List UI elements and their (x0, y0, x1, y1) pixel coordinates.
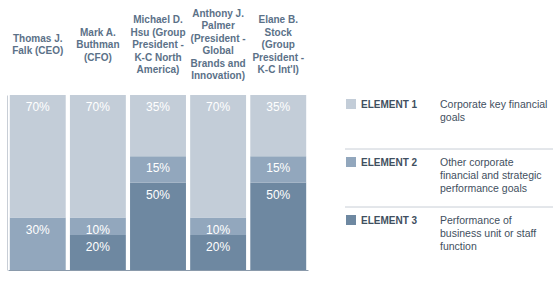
data-label: 10% (206, 223, 230, 237)
legend-description: Corporate key financialgoals (440, 98, 547, 123)
legend-separator (345, 149, 553, 150)
data-labels: 20% 50% 20% 50% 30% 10% 15% 10% 15% 70% 70% 35% 70% 3… (26, 100, 291, 254)
legend-label: ELEMENT 1 (361, 99, 418, 110)
data-label: 35% (146, 100, 170, 114)
data-label: 20% (86, 240, 110, 254)
legend-swatch (346, 215, 356, 225)
bar-segment (130, 183, 186, 271)
x-axis-line (9, 270, 309, 271)
bar-segment (250, 183, 306, 271)
y-axis-line (7, 96, 8, 271)
bar-segment (130, 95, 186, 156)
chart: 20% 50% 20% 50% 30% 10% 15% 10% 15% 70% 70% 35% 70% 3… (0, 0, 559, 299)
data-label: 15% (266, 161, 290, 175)
bars (10, 95, 306, 270)
x-axis (9, 270, 309, 271)
y-axis (7, 96, 8, 271)
legend-separator (345, 207, 553, 208)
data-label: 35% (266, 100, 290, 114)
bar-segment (10, 218, 66, 271)
category-label: Elane B.Stock(GroupPresident -K-C Int'l) (252, 14, 304, 75)
data-label: 70% (86, 100, 110, 114)
data-label: 30% (26, 223, 50, 237)
bar-segment (190, 95, 246, 218)
data-label: 50% (266, 188, 290, 202)
data-label: 10% (86, 223, 110, 237)
category-label: Mark A.Buthman(CFO) (76, 27, 119, 63)
bar-segment (250, 156, 306, 182)
legend: ELEMENT 1 Corporate key financialgoals ELE… (345, 98, 553, 252)
bar-segment (250, 95, 306, 156)
legend-swatch (346, 99, 356, 109)
data-label: 15% (146, 161, 170, 175)
category-label: Anthony J.Palmer(President -GlobalBrands… (191, 8, 246, 82)
category-label: Michael D.Hsu (GroupPresident -K-C North… (131, 14, 186, 75)
bar-segment (10, 95, 66, 218)
bar-segment (70, 235, 126, 270)
legend-label: ELEMENT 2 (361, 157, 418, 168)
legend-description: Other corporatefinancial and strategicpe… (440, 156, 542, 194)
bar-segment (130, 156, 186, 182)
legend-description: Performance ofbusiness unit or stafffunc… (440, 214, 536, 252)
data-label: 50% (146, 188, 170, 202)
data-label: 20% (206, 240, 230, 254)
legend-swatch (346, 157, 356, 167)
bar-segment (70, 95, 126, 218)
data-label: 70% (26, 100, 50, 114)
x-tick-labels: Thomas J.Falk (CEO) Mark A.Buthman(CFO) Mi… (12, 8, 304, 82)
legend-label: ELEMENT 3 (361, 215, 418, 226)
bar-segment (190, 235, 246, 270)
category-label: Thomas J.Falk (CEO) (12, 33, 63, 57)
data-label: 70% (206, 100, 230, 114)
